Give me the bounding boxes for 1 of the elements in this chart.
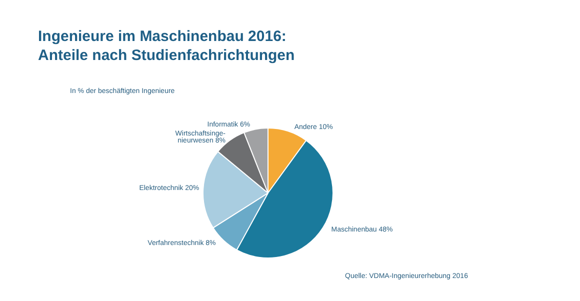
- chart-title: Ingenieure im Maschinenbau 2016: Anteile nach Studienfachrichtungen: [38, 28, 295, 64]
